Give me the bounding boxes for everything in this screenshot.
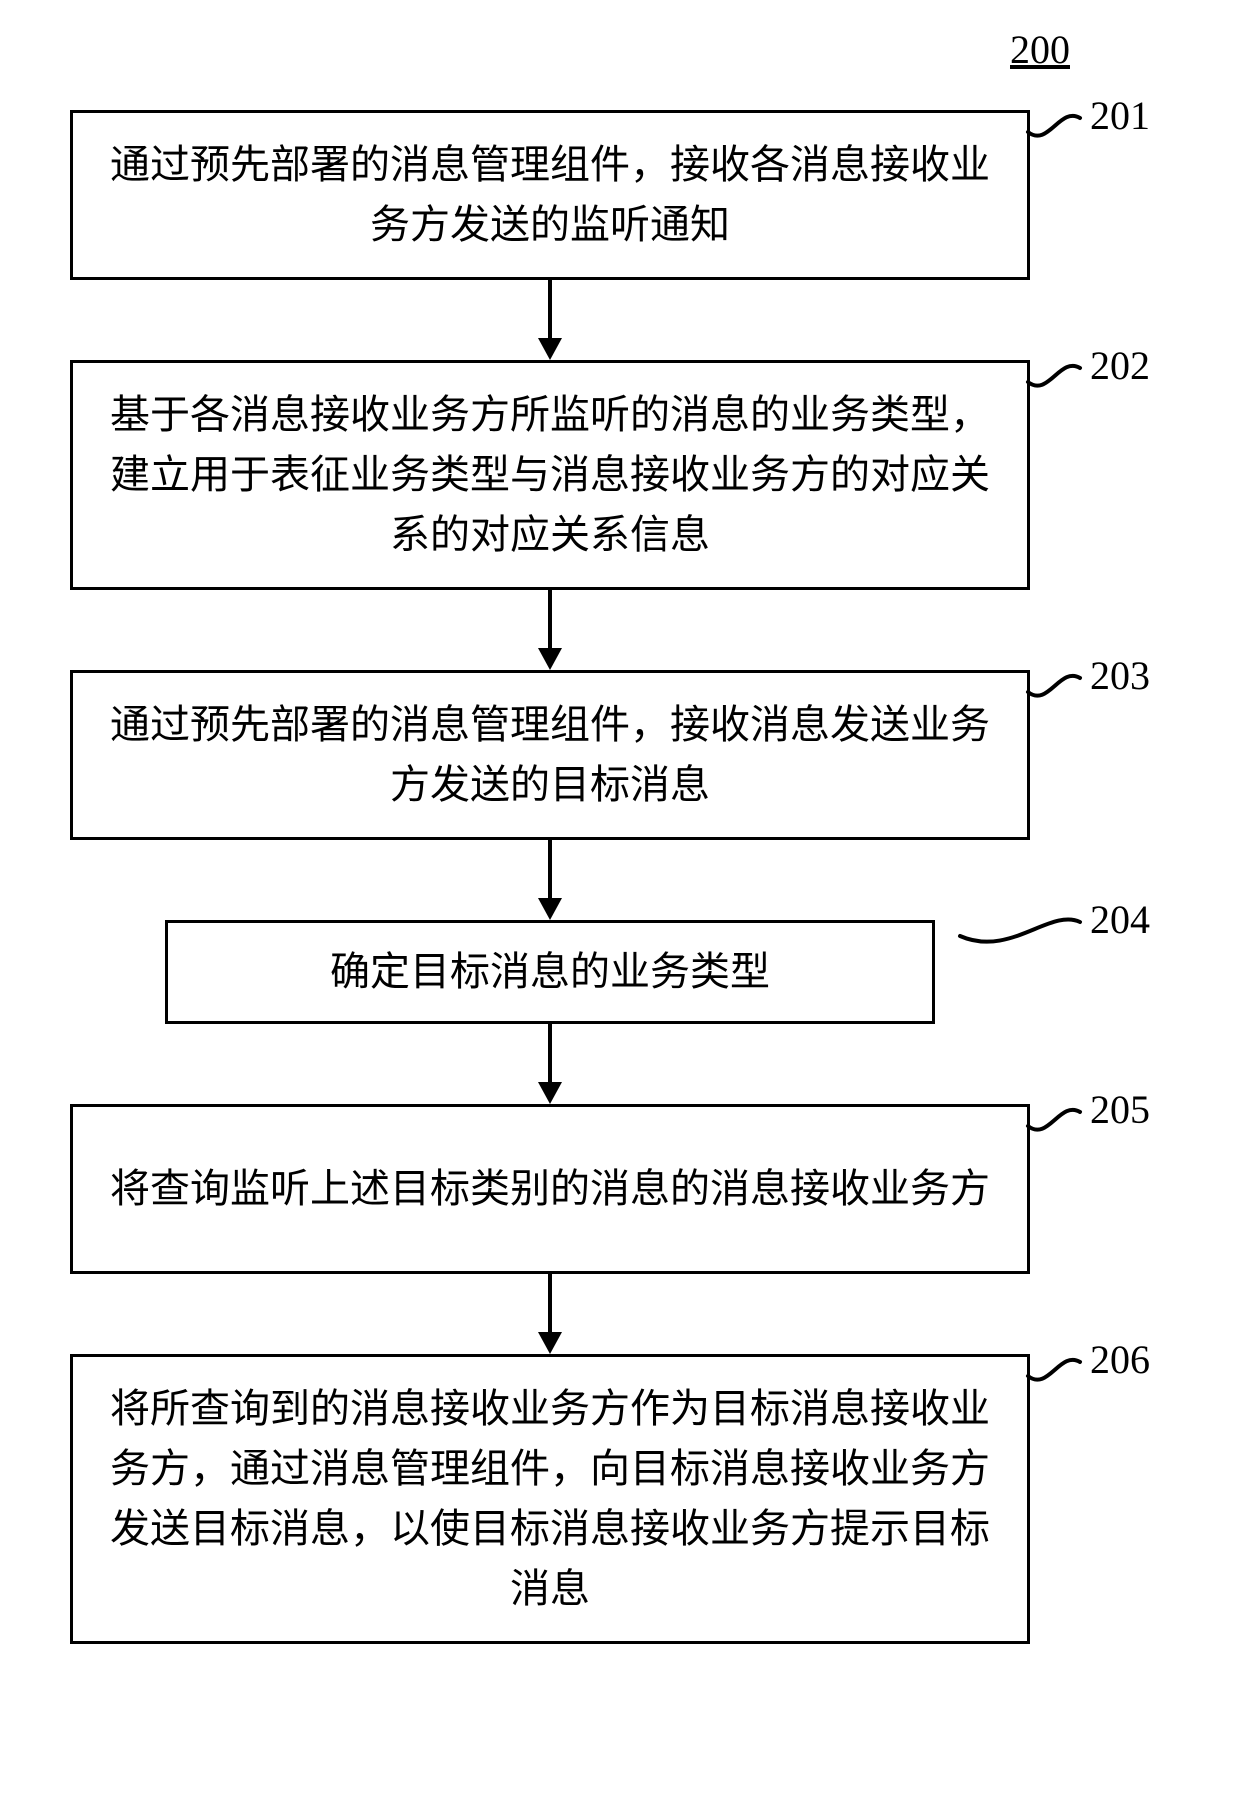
step-label-203: 203 xyxy=(1090,652,1150,699)
step-box-203: 通过预先部署的消息管理组件，接收消息发送业务方发送的目标消息 xyxy=(70,670,1030,840)
step-label-201: 201 xyxy=(1090,92,1150,139)
step-box-201: 通过预先部署的消息管理组件，接收各消息接收业务方发送的监听通知 xyxy=(70,110,1030,280)
step-label-205: 205 xyxy=(1090,1086,1150,1133)
figure-number: 200 xyxy=(1010,26,1070,73)
step-box-202: 基于各消息接收业务方所监听的消息的业务类型，建立用于表征业务类型与消息接收业务方… xyxy=(70,360,1030,590)
step-box-204: 确定目标消息的业务类型 xyxy=(165,920,935,1024)
step-label-204: 204 xyxy=(1090,896,1150,943)
step-text: 将查询监听上述目标类别的消息的消息接收业务方 xyxy=(110,1159,990,1219)
step-box-205: 将查询监听上述目标类别的消息的消息接收业务方 xyxy=(70,1104,1030,1274)
step-label-206: 206 xyxy=(1090,1336,1150,1383)
step-text: 通过预先部署的消息管理组件，接收消息发送业务方发送的目标消息 xyxy=(101,695,999,815)
step-text: 通过预先部署的消息管理组件，接收各消息接收业务方发送的监听通知 xyxy=(101,135,999,255)
step-text: 将所查询到的消息接收业务方作为目标消息接收业务方，通过消息管理组件，向目标消息接… xyxy=(101,1379,999,1619)
step-text: 确定目标消息的业务类型 xyxy=(330,942,770,1002)
step-box-206: 将所查询到的消息接收业务方作为目标消息接收业务方，通过消息管理组件，向目标消息接… xyxy=(70,1354,1030,1644)
step-text: 基于各消息接收业务方所监听的消息的业务类型，建立用于表征业务类型与消息接收业务方… xyxy=(101,385,999,565)
step-label-202: 202 xyxy=(1090,342,1150,389)
flowchart-canvas: 200 通过预先部署的消息管理组件，接收各消息接收业务方发送的监听通知 201 基于… xyxy=(0,0,1240,1800)
